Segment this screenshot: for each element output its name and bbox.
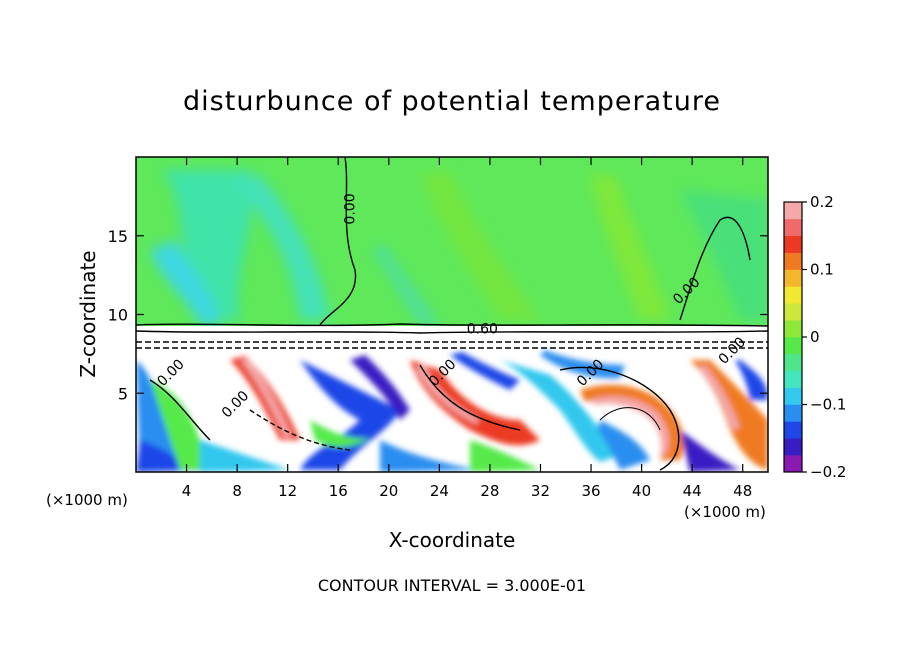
colorbar-swatch bbox=[784, 303, 802, 321]
colorbar-tick-label: −0.2 bbox=[810, 463, 846, 481]
colorbar-swatch bbox=[784, 286, 802, 304]
y-tick-label: 15 bbox=[108, 227, 128, 246]
colorbar-swatch bbox=[784, 421, 802, 439]
upper-layer-texture bbox=[150, 170, 768, 325]
lower-layer-structures bbox=[136, 350, 768, 472]
colorbar-tick-label: 0.2 bbox=[810, 193, 834, 211]
colorbar-swatch bbox=[784, 252, 802, 270]
x-unit-right: (×1000 m) bbox=[684, 503, 766, 521]
x-tick-label: 24 bbox=[430, 482, 449, 500]
colorbar-swatch bbox=[784, 438, 802, 456]
x-tick-label: 4 bbox=[182, 482, 192, 500]
x-tick-label: 20 bbox=[379, 482, 398, 500]
colorbar-swatch bbox=[784, 320, 802, 338]
colorbar-swatch bbox=[784, 337, 802, 355]
colorbar-tick-label: 0 bbox=[810, 328, 820, 346]
colorbar-swatch bbox=[784, 269, 802, 287]
contour-interval-note: CONTOUR INTERVAL = 3.000E-01 bbox=[317, 576, 587, 595]
chart-title: disturbunce of potential temperature bbox=[183, 86, 721, 117]
contour-lines bbox=[136, 157, 768, 471]
colorbar-tick-label: 0.1 bbox=[810, 261, 834, 279]
x-tick-label: 40 bbox=[632, 482, 651, 500]
x-tick-label: 48 bbox=[733, 482, 752, 500]
x-tick-label: 16 bbox=[329, 482, 348, 500]
y-axis: 5 10 15 bbox=[108, 227, 768, 403]
colorbar-swatch bbox=[784, 387, 802, 405]
x-tick-label: 12 bbox=[278, 482, 297, 500]
temperature-field bbox=[136, 157, 768, 472]
x-tick-label: 28 bbox=[480, 482, 499, 500]
x-tick-label: 36 bbox=[581, 482, 600, 500]
y-tick-label: 5 bbox=[118, 384, 128, 403]
contour-label: 0.60 bbox=[467, 321, 498, 337]
colorbar-swatch bbox=[784, 370, 802, 388]
x-unit-left: (×1000 m) bbox=[46, 491, 128, 509]
colorbar-tick-label: −0.1 bbox=[810, 396, 846, 414]
colorbar-swatch bbox=[784, 218, 802, 237]
contour-label: 0.00 bbox=[343, 193, 359, 224]
colorbar-swatch bbox=[784, 353, 802, 372]
colorbar-swatch bbox=[784, 404, 802, 422]
colorbar-swatch bbox=[784, 202, 802, 220]
colorbar-swatch bbox=[784, 455, 802, 473]
x-axis: 4 8 12 16 20 24 28 32 36 40 44 48 bbox=[182, 157, 752, 500]
colorbar: 0.2 0.1 0 −0.1 −0.2 bbox=[783, 193, 846, 481]
x-tick-label: 32 bbox=[531, 482, 550, 500]
y-tick-label: 10 bbox=[108, 306, 128, 325]
colorbar-swatch bbox=[784, 235, 802, 253]
x-axis-label: X-coordinate bbox=[389, 528, 516, 552]
x-tick-label: 44 bbox=[683, 482, 702, 500]
y-axis-label: Z-coordinate bbox=[76, 250, 100, 377]
x-tick-label: 8 bbox=[232, 482, 242, 500]
